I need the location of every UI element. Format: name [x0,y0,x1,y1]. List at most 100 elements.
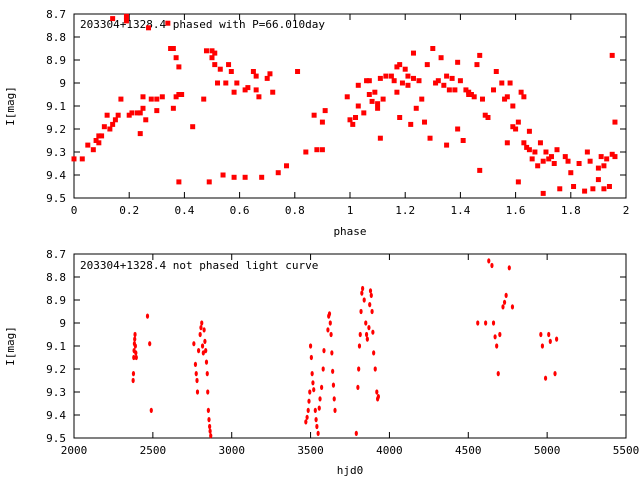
data-point [524,144,530,150]
data-point [228,69,234,74]
data-point [449,75,455,81]
data-point [256,94,262,100]
data-point [316,430,320,436]
data-point [554,147,560,153]
data-point [203,48,209,54]
data-point [504,94,510,100]
data-point [543,149,549,155]
data-point [204,359,209,365]
data-point [427,135,433,141]
data-point [576,161,582,166]
unphased-light-curve-plot: 203304+1328.4 not phased light curve hjd… [4,248,639,477]
data-point [424,62,430,68]
data-point [601,163,607,169]
data-point [110,16,116,22]
data-point [154,108,160,114]
data-point [504,140,510,146]
data-point [317,405,321,411]
data-point [332,396,336,402]
data-point [112,117,118,123]
data-point [501,304,505,310]
data-point [104,112,110,118]
data-point [362,297,366,303]
data-point [455,59,461,65]
data-point [208,428,212,434]
data-point [264,75,270,81]
data-point [537,140,543,146]
data-point [368,288,373,294]
data-point [551,161,557,166]
data-point [350,121,356,127]
y-tick-label: 9.4 [46,169,66,182]
data-point [159,94,165,100]
data-point [360,290,364,296]
data-point [493,69,499,74]
data-point [308,343,313,349]
x-tick-label: 2500 [140,444,167,457]
data-point [568,170,574,176]
data-point [609,52,615,58]
data-point [479,96,485,102]
y-tick-label: 8.8 [46,271,66,284]
x-tick-label: 1 [347,204,354,217]
data-point [194,371,198,377]
data-point [359,308,363,315]
data-point [557,186,563,192]
data-point [498,331,502,338]
data-point [209,55,215,61]
data-point [149,407,153,413]
data-point [312,387,316,393]
data-point [331,382,336,388]
data-point [444,73,450,79]
data-point [200,320,204,326]
data-point [405,73,411,79]
data-point [355,82,361,88]
data-point [304,419,308,425]
data-point [131,371,136,377]
data-point [134,110,140,116]
data-point [201,96,207,102]
data-point [446,87,452,93]
data-point [369,98,375,104]
data-point [595,177,601,183]
data-point [540,343,545,349]
x-tick-label: 1.4 [450,204,470,217]
data-point [96,133,102,139]
data-point [253,73,259,79]
data-point [226,62,232,68]
data-point [604,156,610,162]
data-point [326,327,330,333]
data-point [143,117,149,123]
data-point [358,331,362,338]
data-point [375,101,381,107]
data-point [357,366,361,372]
x-tick-label: 3500 [297,444,324,457]
data-point [372,350,376,356]
data-point [137,110,143,116]
data-point [145,313,150,319]
data-point [305,414,309,420]
y-tick-label: 9.1 [46,100,66,113]
y-tick-label: 8.7 [46,248,66,261]
data-point [372,89,378,95]
y-tick-label: 9 [59,77,66,90]
data-point [131,377,135,384]
data-point [366,78,372,84]
data-point [513,126,519,132]
data-point [209,48,215,54]
x-tick-label: 2 [623,204,630,217]
y-tick-label: 9.4 [46,409,66,422]
data-point [101,124,107,130]
data-point [314,147,320,153]
y-tick-label: 9.2 [46,123,66,136]
data-point [495,343,499,349]
data-point [375,105,381,111]
data-point [308,389,312,395]
y-axis-label: I[mag] [4,86,17,126]
data-point [93,138,99,143]
x-tick-label: 2000 [61,444,88,457]
data-point [344,94,350,100]
data-point [320,384,324,390]
data-point [422,119,428,125]
